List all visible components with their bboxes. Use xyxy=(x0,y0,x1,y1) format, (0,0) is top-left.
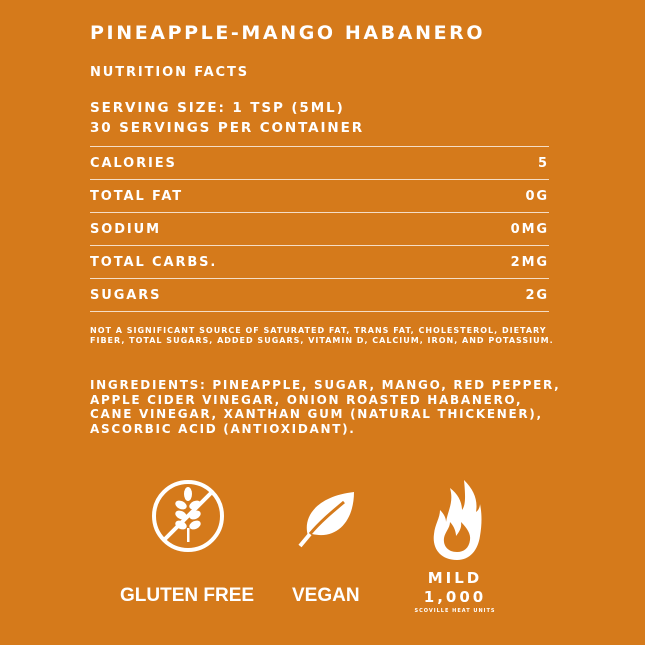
gluten-free-label: GLUTEN FREE xyxy=(120,585,255,606)
nutrition-facts-heading: NUTRITION FACTS xyxy=(90,65,250,80)
nutrient-row: SODIUM 0MG xyxy=(90,212,549,245)
footnote: NOT A SIGNIFICANT SOURCE OF SATURATED FA… xyxy=(90,326,554,345)
nutrient-row: TOTAL CARBS. 2MG xyxy=(90,245,549,278)
heat-level: MILD xyxy=(427,569,483,587)
flame-icon xyxy=(433,480,482,560)
nutrient-row: TOTAL FAT 0G xyxy=(90,179,549,212)
leaf-icon xyxy=(298,492,354,548)
ingredients: INGREDIENTS: PINEAPPLE, SUGAR, MANGO, RE… xyxy=(90,378,561,436)
nutrient-table: CALORIES 5 TOTAL FAT 0G SODIUM 0MG TOTAL CA… xyxy=(90,146,549,312)
scoville-value: 1,000 xyxy=(423,588,487,606)
nutrient-label: SODIUM xyxy=(90,221,161,237)
nutrient-row: SUGARS 2G xyxy=(90,278,549,312)
product-title: PINEAPPLE-MANGO HABANERO xyxy=(90,22,486,44)
nutrient-label: TOTAL FAT xyxy=(90,188,184,204)
vegan-label: VEGAN xyxy=(292,585,360,606)
nutrient-value: 2MG xyxy=(510,254,549,270)
nutrient-value: 5 xyxy=(538,155,549,171)
servings-per-container: 30 SERVINGS PER CONTAINER xyxy=(90,120,365,136)
nutrient-label: SUGARS xyxy=(90,287,162,303)
nutrient-value: 0G xyxy=(525,188,549,204)
nutrient-label: TOTAL CARBS. xyxy=(90,254,218,270)
nutrient-label: CALORIES xyxy=(90,155,177,171)
nutrient-value: 2G xyxy=(525,287,549,303)
serving-size: SERVING SIZE: 1 TSP (5ML) xyxy=(90,100,345,116)
scoville-unit: SCOVILLE HEAT UNITS xyxy=(414,608,496,614)
nutrient-row: CALORIES 5 xyxy=(90,146,549,179)
no-wheat-icon xyxy=(152,480,224,552)
nutrient-value: 0MG xyxy=(510,221,549,237)
